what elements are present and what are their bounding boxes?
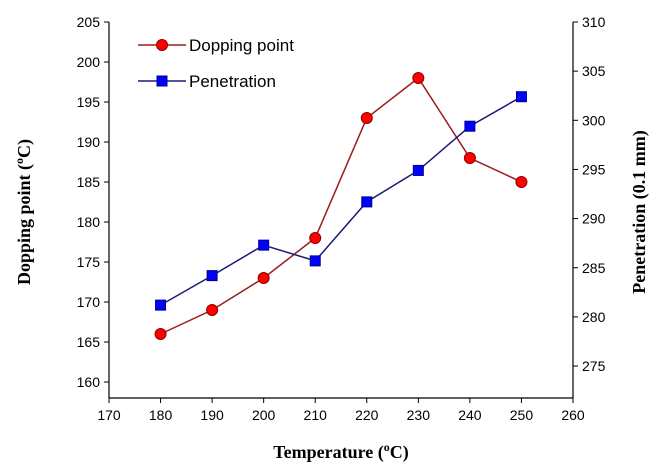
y-axis-title-main: Dopping point [14,174,34,285]
x-tick-label: 250 [510,407,534,423]
legend-marker-dopping-point [156,39,168,51]
data-point-dopping-point [257,272,270,284]
y2-tick-label: 280 [582,309,606,325]
x-axis-title-main: Temperature [273,442,373,462]
x-axis-title-unit-start: ( [373,442,384,462]
y-tick-label: 190 [77,134,101,150]
x-tick-label: 200 [252,407,276,423]
y2-tick-label: 295 [582,161,606,177]
series-line-penetration [160,96,522,306]
y-tick-label: 205 [77,14,101,30]
data-point-dopping-point [515,176,528,188]
left-axis-ticks: 160 165 170 175 180 185 190 195 200 205 [77,14,109,390]
data-point-penetration [258,239,270,251]
legend-label-dopping-point: Dopping point [189,36,294,55]
right-axis-ticks: 275 280 285 290 295 300 305 310 [573,14,606,374]
y-tick-label: 200 [77,54,101,70]
y-tick-label: 185 [77,174,101,190]
x-tick-label: 170 [97,407,121,423]
data-point-dopping-point [309,232,322,244]
x-tick-label: 260 [561,407,585,423]
y-axis-title-unit-end: C) [14,139,35,158]
legend-marker-penetration [156,75,168,87]
data-point-penetration [464,120,476,132]
y-tick-label: 180 [77,214,101,230]
y2-axis-title: Penetration (0.1 mm) [629,130,650,293]
y2-tick-label: 285 [582,260,606,276]
y-tick-label: 175 [77,254,101,270]
x-tick-label: 230 [407,407,431,423]
data-point-dopping-point [360,112,373,124]
y2-tick-label: 275 [582,358,606,374]
x-axis-ticks: 170 180 190 200 210 220 230 240 250 260 [97,398,585,423]
legend: Dopping point Penetration [138,36,294,91]
x-tick-label: 210 [304,407,328,423]
y2-tick-label: 310 [582,14,606,30]
y-axis-title-sup: o [12,158,26,164]
data-point-penetration [412,164,424,176]
data-point-dopping-point [463,152,476,164]
y2-tick-label: 290 [582,211,606,227]
x-tick-label: 180 [149,407,173,423]
y2-tick-label: 305 [582,63,606,79]
series-line-dopping-point [160,76,522,335]
data-point-dopping-point [154,328,167,340]
y2-tick-label: 300 [582,112,606,128]
x-axis-title-unit-end: C) [390,442,409,462]
x-tick-label: 220 [355,407,379,423]
y-tick-label: 160 [77,374,101,390]
x-axis-title-sup: o [384,440,390,454]
x-axis-title: Temperature (oC) [273,440,408,462]
data-point-penetration [361,196,373,208]
data-point-penetration [515,91,527,103]
series-layer [154,72,528,340]
legend-label-penetration: Penetration [189,72,276,91]
y-axis-title-unit-start: ( [14,164,35,175]
data-point-dopping-point [412,72,425,84]
data-point-penetration [155,299,167,311]
y-tick-label: 170 [77,294,101,310]
data-point-penetration [206,270,218,282]
y-tick-label: 165 [77,334,101,350]
data-point-dopping-point [206,304,219,316]
plot-frame [108,22,574,399]
data-point-penetration [309,255,321,267]
x-tick-label: 240 [458,407,482,423]
y-tick-label: 195 [77,94,101,110]
x-tick-label: 190 [200,407,224,423]
y-axis-title: Dopping point (oC) [12,139,35,285]
